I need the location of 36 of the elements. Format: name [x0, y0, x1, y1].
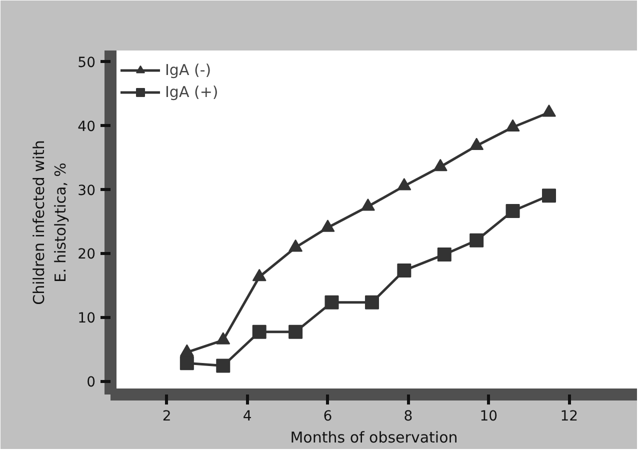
point: [324, 295, 339, 310]
point: [470, 138, 484, 150]
y-tick-label: 20: [78, 246, 96, 263]
point: [506, 204, 520, 218]
y-tick-label: 10: [78, 310, 96, 327]
point: [360, 198, 375, 211]
legend-label: IgA (-): [165, 61, 212, 79]
point: [470, 233, 484, 248]
point: [397, 263, 412, 278]
x-tick-label: 10: [480, 408, 498, 424]
point: [506, 119, 520, 132]
point: [542, 188, 556, 203]
point: [437, 247, 452, 262]
y-axis-title: Children infected with E. histolytica, %: [30, 140, 70, 305]
point: [542, 104, 556, 117]
x-axis-title: Months of observation: [290, 428, 458, 446]
y-tick-label: 40: [78, 118, 96, 135]
point: [397, 178, 412, 190]
x-tick-label: 12: [560, 408, 578, 424]
y-tick-label: 30: [78, 182, 96, 199]
point: [216, 358, 230, 373]
x-tick-label: 6: [323, 408, 332, 424]
x-tick-label: 4: [242, 408, 252, 424]
y-tick-label: 0: [86, 374, 96, 391]
point: [180, 356, 194, 370]
x-tick-label: 8: [404, 408, 413, 424]
point: [288, 239, 303, 252]
legend-label: IgA (+): [165, 83, 218, 101]
point: [364, 295, 379, 310]
point: [252, 268, 266, 282]
point: [433, 158, 448, 172]
point: [288, 324, 303, 339]
point: [320, 220, 335, 232]
point: [252, 324, 266, 339]
x-tick-label: 2: [162, 408, 172, 424]
y-tick-label: 50: [78, 54, 96, 71]
